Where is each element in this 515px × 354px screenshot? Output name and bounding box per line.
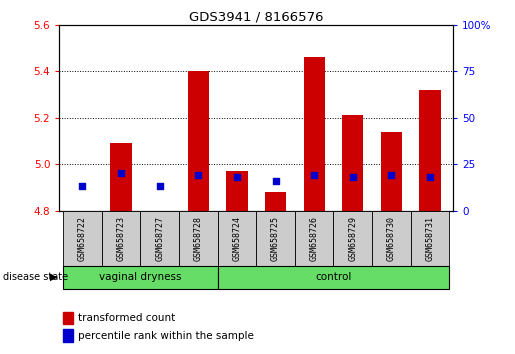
Bar bbox=[102, 211, 140, 266]
Point bbox=[156, 184, 164, 189]
Bar bbox=[217, 211, 256, 266]
Text: transformed count: transformed count bbox=[78, 313, 176, 323]
Title: GDS3941 / 8166576: GDS3941 / 8166576 bbox=[189, 11, 323, 24]
Bar bbox=[110, 143, 132, 211]
Bar bbox=[63, 312, 73, 324]
Bar bbox=[410, 211, 449, 266]
Bar bbox=[63, 329, 73, 342]
Point bbox=[117, 171, 125, 176]
Point bbox=[78, 184, 87, 189]
Text: vaginal dryness: vaginal dryness bbox=[99, 272, 182, 282]
Point bbox=[349, 175, 357, 180]
Bar bbox=[256, 211, 295, 266]
Bar bbox=[419, 90, 441, 211]
Text: GSM658722: GSM658722 bbox=[78, 216, 87, 261]
Text: GSM658726: GSM658726 bbox=[310, 216, 319, 261]
Bar bbox=[179, 211, 217, 266]
Bar bbox=[295, 211, 334, 266]
Point bbox=[310, 172, 318, 178]
Text: GSM658727: GSM658727 bbox=[155, 216, 164, 261]
Bar bbox=[303, 57, 325, 211]
Point bbox=[271, 178, 280, 184]
Bar bbox=[342, 115, 364, 211]
Text: percentile rank within the sample: percentile rank within the sample bbox=[78, 331, 254, 341]
Bar bbox=[63, 211, 102, 266]
Text: GSM658724: GSM658724 bbox=[232, 216, 242, 261]
Text: GSM658729: GSM658729 bbox=[348, 216, 357, 261]
Text: GSM658725: GSM658725 bbox=[271, 216, 280, 261]
Text: ▶: ▶ bbox=[50, 272, 58, 282]
Bar bbox=[217, 266, 449, 289]
Text: GSM658723: GSM658723 bbox=[116, 216, 126, 261]
Point bbox=[387, 172, 396, 178]
Text: control: control bbox=[315, 272, 352, 282]
Text: GSM658730: GSM658730 bbox=[387, 216, 396, 261]
Point bbox=[426, 175, 434, 180]
Bar bbox=[334, 211, 372, 266]
Text: GSM658731: GSM658731 bbox=[425, 216, 435, 261]
Bar bbox=[265, 192, 286, 211]
Point bbox=[233, 175, 241, 180]
Bar bbox=[140, 211, 179, 266]
Bar bbox=[381, 132, 402, 211]
Bar bbox=[226, 171, 248, 211]
Point bbox=[194, 172, 202, 178]
Bar bbox=[372, 211, 410, 266]
Bar bbox=[63, 266, 217, 289]
Bar bbox=[187, 71, 209, 211]
Text: disease state: disease state bbox=[3, 272, 67, 282]
Text: GSM658728: GSM658728 bbox=[194, 216, 203, 261]
